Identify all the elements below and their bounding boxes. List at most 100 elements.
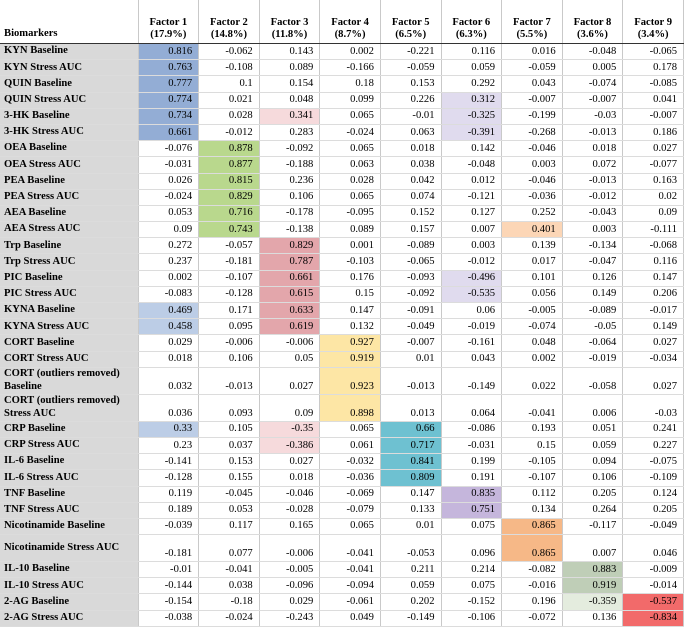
loading-cell-factor-2: -0.013	[198, 367, 260, 395]
loading-cell-factor-2: 0.021	[198, 92, 260, 109]
loading-cell-factor-4: 0.18	[319, 75, 381, 93]
loading-cell-factor-9: -0.075	[622, 453, 684, 471]
loading-cell-factor-7: -0.107	[501, 469, 563, 487]
loading-cell-factor-8: -0.012	[562, 189, 624, 206]
loading-cell-factor-1: 0.053	[138, 205, 200, 223]
loading-cell-factor-7: 0.252	[501, 205, 563, 223]
loading-cell-factor-8: -0.134	[562, 237, 624, 255]
loading-cell-factor-3: 0.09	[259, 394, 321, 422]
loading-cell-factor-5: 0.01	[380, 351, 442, 368]
factor-variance: (6.5%)	[395, 29, 427, 40]
loading-cell-factor-4: 0.002	[319, 43, 381, 61]
loading-cell-factor-2: 0.093	[198, 394, 260, 422]
loading-cell-factor-8: -0.043	[562, 205, 624, 223]
loading-cell-factor-6: 0.096	[441, 534, 503, 563]
loading-cell-factor-6: -0.152	[441, 593, 503, 611]
loading-cell-factor-2: -0.012	[198, 124, 260, 142]
loading-cell-factor-6: 0.199	[441, 453, 503, 471]
loading-cell-factor-7: 0.022	[501, 367, 563, 395]
loading-cell-factor-6: -0.325	[441, 108, 503, 125]
loading-cell-factor-2: 0.743	[198, 221, 260, 239]
loading-cell-factor-1: -0.031	[138, 156, 200, 174]
loading-cell-factor-4: -0.041	[319, 534, 381, 563]
loading-cell-factor-5: 0.66	[380, 420, 442, 438]
loading-cell-factor-3: 0.165	[259, 517, 321, 536]
table-row: 2-AG Stress AUC -0.038 -0.024 -0.243 0.049 -0…	[0, 610, 684, 627]
loading-cell-factor-4: -0.069	[319, 485, 381, 503]
loading-cell-factor-3: 0.787	[259, 253, 321, 271]
loading-cell-factor-8: 0.059	[562, 437, 624, 455]
loading-cell-factor-5: 0.063	[380, 124, 442, 142]
table-row: TNF Baseline 0.119 -0.045 -0.046 -0.069 0.147…	[0, 485, 684, 503]
biomarker-label: OEA Baseline	[0, 140, 139, 158]
loading-cell-factor-4: 0.065	[319, 420, 381, 438]
loading-cell-factor-7: -0.105	[501, 453, 563, 471]
loading-cell-factor-5: -0.007	[380, 334, 442, 352]
loading-cell-factor-6: -0.086	[441, 420, 503, 438]
loading-cell-factor-5: 0.717	[380, 437, 442, 455]
table-row: QUIN Baseline 0.777 0.1 0.154 0.18 0.153 0.292…	[0, 75, 684, 93]
loading-cell-factor-1: -0.038	[138, 610, 200, 627]
loading-cell-factor-6: 0.003	[441, 237, 503, 255]
biomarker-label: CRP Stress AUC	[0, 437, 139, 455]
loading-cell-factor-4: -0.103	[319, 253, 381, 271]
loading-cell-factor-4: 0.001	[319, 237, 381, 255]
loading-cell-factor-5: 0.153	[380, 75, 442, 93]
loading-cell-factor-9: -0.085	[622, 75, 684, 93]
loading-cell-factor-2: 0.1	[198, 75, 260, 93]
loading-cell-factor-9: 0.124	[622, 485, 684, 503]
factor-name: Factor 6	[452, 17, 491, 28]
loading-cell-factor-8: 0.007	[562, 534, 624, 563]
loading-cell-factor-5: 0.059	[380, 577, 442, 595]
loading-cell-factor-6: 0.007	[441, 221, 503, 239]
loading-cell-factor-9: 0.178	[622, 59, 684, 77]
loading-cell-factor-5: -0.149	[380, 610, 442, 627]
loading-cell-factor-4: 0.099	[319, 92, 381, 109]
loading-cell-factor-3: 0.048	[259, 92, 321, 109]
table-row: CRP Stress AUC 0.23 0.037 -0.386 0.061 0.717-…	[0, 437, 684, 455]
loading-cell-factor-8: -0.359	[562, 593, 624, 611]
biomarker-label: KYNA Stress AUC	[0, 318, 139, 336]
loading-cell-factor-6: 0.751	[441, 502, 503, 519]
biomarker-label: TNF Baseline	[0, 485, 139, 503]
table-row: Trp Stress AUC 0.237 -0.181 0.787 -0.103 -0.0…	[0, 253, 684, 271]
loading-cell-factor-2: 0.117	[198, 517, 260, 536]
loading-cell-factor-3: -0.028	[259, 502, 321, 519]
loading-cell-factor-9: -0.014	[622, 577, 684, 595]
loading-cell-factor-5: -0.049	[380, 318, 442, 336]
factor-6-header: Factor 6 (6.3%)	[441, 0, 503, 44]
factor-2-header: Factor 2 (14.8%)	[198, 0, 260, 44]
loading-cell-factor-6: -0.149	[441, 367, 503, 395]
loading-cell-factor-6: 0.292	[441, 75, 503, 93]
table-row: KYN Baseline 0.816 -0.062 0.143 0.002 -0.221 0…	[0, 43, 684, 61]
loading-cell-factor-7: 0.865	[501, 517, 563, 536]
loading-cell-factor-1: 0.469	[138, 302, 200, 320]
loading-cell-factor-7: -0.016	[501, 577, 563, 595]
loading-cell-factor-2: -0.181	[198, 253, 260, 271]
loading-cell-factor-1: 0.661	[138, 124, 200, 142]
loading-cell-factor-7: 0.016	[501, 43, 563, 61]
loading-cell-factor-4: -0.024	[319, 124, 381, 142]
loading-cell-factor-8: 0.919	[562, 577, 624, 595]
factor-7-header: Factor 7 (5.5%)	[501, 0, 563, 44]
loading-cell-factor-8: -0.05	[562, 318, 624, 336]
loading-cell-factor-2: -0.108	[198, 59, 260, 77]
biomarker-label: AEA Stress AUC	[0, 221, 139, 239]
loading-cell-factor-1: 0.734	[138, 108, 200, 125]
loading-cell-factor-3: 0.341	[259, 108, 321, 125]
loading-cell-factor-4: 0.061	[319, 437, 381, 455]
table-row: AEA Stress AUC 0.09 0.743 -0.138 0.089 0.157 0…	[0, 221, 684, 239]
factor-5-header: Factor 5 (6.5%)	[380, 0, 442, 44]
biomarker-label: 3-HK Baseline	[0, 108, 139, 125]
loading-cell-factor-6: -0.012	[441, 253, 503, 271]
biomarker-label: PEA Baseline	[0, 173, 139, 190]
table-header: Biomarkers Factor 1 (17.9%) Factor 2 (14.8…	[0, 0, 684, 44]
table-row: OEA Baseline -0.076 0.878 -0.092 0.065 0.018 0…	[0, 140, 684, 158]
loading-cell-factor-5: 0.018	[380, 140, 442, 158]
biomarker-label: Trp Baseline	[0, 237, 139, 255]
loading-cell-factor-6: -0.496	[441, 270, 503, 287]
loading-cell-factor-4: -0.079	[319, 502, 381, 519]
table-row: PIC Baseline 0.002 -0.107 0.661 0.176 -0.093-…	[0, 270, 684, 287]
loading-cell-factor-8: -0.058	[562, 367, 624, 395]
table-row: CORT (outliers removed) Baseline 0.032 -0.…	[0, 367, 684, 395]
